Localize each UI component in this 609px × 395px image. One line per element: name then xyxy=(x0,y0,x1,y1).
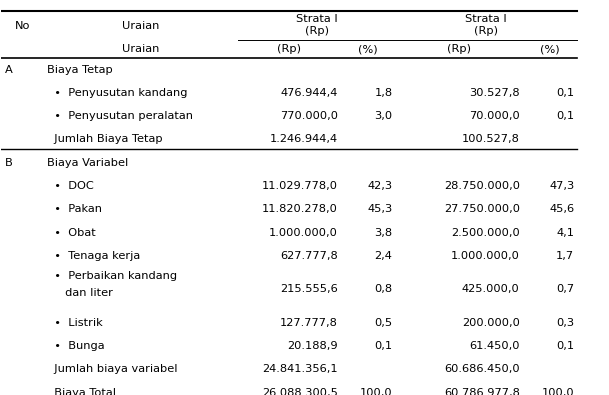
Text: 24.841.356,1: 24.841.356,1 xyxy=(262,364,338,374)
Text: (%): (%) xyxy=(358,44,378,54)
Text: 1,8: 1,8 xyxy=(375,88,392,98)
Text: 200.000,0: 200.000,0 xyxy=(462,318,519,328)
Text: Jumlah biaya variabel: Jumlah biaya variabel xyxy=(47,364,177,374)
Text: •  Penyusutan peralatan: • Penyusutan peralatan xyxy=(47,111,193,121)
Text: 45,6: 45,6 xyxy=(549,204,574,214)
Text: 3,8: 3,8 xyxy=(375,228,392,237)
Text: 60.686.450,0: 60.686.450,0 xyxy=(444,364,519,374)
Text: Biaya Variabel: Biaya Variabel xyxy=(47,158,128,168)
Text: •  Bunga: • Bunga xyxy=(47,341,105,351)
Text: 0,7: 0,7 xyxy=(556,284,574,294)
Text: 0,8: 0,8 xyxy=(375,284,392,294)
Text: •  Perbaikan kandang: • Perbaikan kandang xyxy=(47,271,177,280)
Text: Uraian: Uraian xyxy=(122,44,160,54)
Text: (%): (%) xyxy=(540,44,560,54)
Text: •  DOC: • DOC xyxy=(47,181,94,191)
Text: 20.188,9: 20.188,9 xyxy=(287,341,338,351)
Text: 61.450,0: 61.450,0 xyxy=(469,341,519,351)
Text: 70.000,0: 70.000,0 xyxy=(469,111,519,121)
Text: 215.555,6: 215.555,6 xyxy=(280,284,338,294)
Text: (Rp): (Rp) xyxy=(447,44,471,54)
Text: •  Pakan: • Pakan xyxy=(47,204,102,214)
Text: 476.944,4: 476.944,4 xyxy=(281,88,338,98)
Text: 2.500.000,0: 2.500.000,0 xyxy=(451,228,519,237)
Text: 26.088.300,5: 26.088.300,5 xyxy=(262,387,338,395)
Text: 1.246.944,4: 1.246.944,4 xyxy=(270,134,338,145)
Text: •  Tenaga kerja: • Tenaga kerja xyxy=(47,251,140,261)
Text: 0,1: 0,1 xyxy=(375,341,392,351)
Text: dan liter: dan liter xyxy=(47,288,113,298)
Text: Strata I: Strata I xyxy=(296,14,337,24)
Text: 0,3: 0,3 xyxy=(556,318,574,328)
Text: 100.527,8: 100.527,8 xyxy=(462,134,519,145)
Text: 4,1: 4,1 xyxy=(556,228,574,237)
Text: 1,7: 1,7 xyxy=(556,251,574,261)
Text: 0,5: 0,5 xyxy=(375,318,392,328)
Text: Biaya Total: Biaya Total xyxy=(47,387,116,395)
Text: •  Obat: • Obat xyxy=(47,228,96,237)
Text: 60.786.977,8: 60.786.977,8 xyxy=(444,387,519,395)
Text: 11.029.778,0: 11.029.778,0 xyxy=(262,181,338,191)
Text: 1.000.000,0: 1.000.000,0 xyxy=(451,251,519,261)
Text: Strata I: Strata I xyxy=(465,14,507,24)
Text: 100,0: 100,0 xyxy=(360,387,392,395)
Text: 770.000,0: 770.000,0 xyxy=(280,111,338,121)
Text: 0,1: 0,1 xyxy=(556,88,574,98)
Text: 627.777,8: 627.777,8 xyxy=(280,251,338,261)
Text: 2,4: 2,4 xyxy=(375,251,392,261)
Text: •  Penyusutan kandang: • Penyusutan kandang xyxy=(47,88,188,98)
Text: 30.527,8: 30.527,8 xyxy=(469,88,519,98)
Text: 28.750.000,0: 28.750.000,0 xyxy=(444,181,519,191)
Text: (Rp): (Rp) xyxy=(277,44,301,54)
Text: (Rp): (Rp) xyxy=(304,26,329,36)
Text: 11.820.278,0: 11.820.278,0 xyxy=(262,204,338,214)
Text: 127.777,8: 127.777,8 xyxy=(280,318,338,328)
Text: (Rp): (Rp) xyxy=(474,26,498,36)
Text: No: No xyxy=(15,21,30,31)
Text: 47,3: 47,3 xyxy=(549,181,574,191)
Text: Biaya Tetap: Biaya Tetap xyxy=(47,65,113,75)
Text: 27.750.000,0: 27.750.000,0 xyxy=(444,204,519,214)
Text: 425.000,0: 425.000,0 xyxy=(462,284,519,294)
Text: •  Listrik: • Listrik xyxy=(47,318,102,328)
Text: 3,0: 3,0 xyxy=(375,111,392,121)
Text: A: A xyxy=(4,65,12,75)
Text: Uraian: Uraian xyxy=(122,21,160,31)
Text: Jumlah Biaya Tetap: Jumlah Biaya Tetap xyxy=(47,134,163,145)
Text: 0,1: 0,1 xyxy=(556,111,574,121)
Text: 0,1: 0,1 xyxy=(556,341,574,351)
Text: 100,0: 100,0 xyxy=(541,387,574,395)
Text: 45,3: 45,3 xyxy=(367,204,392,214)
Text: 42,3: 42,3 xyxy=(367,181,392,191)
Text: B: B xyxy=(4,158,12,168)
Text: 1.000.000,0: 1.000.000,0 xyxy=(269,228,338,237)
